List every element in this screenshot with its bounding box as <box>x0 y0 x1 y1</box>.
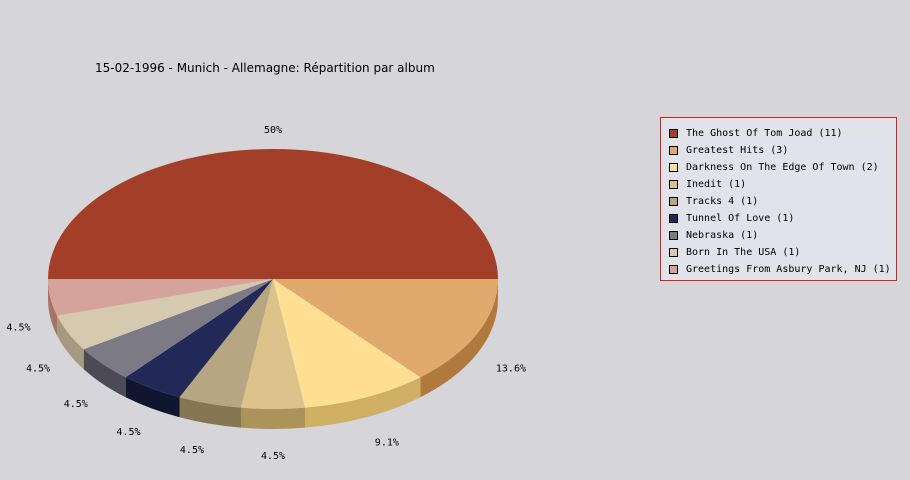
legend-label: The Ghost Of Tom Joad (11) <box>686 128 843 139</box>
pie-label-tunnel-of-love: 4.5% <box>116 427 140 438</box>
legend-swatch <box>669 248 678 257</box>
legend-label: Tracks 4 (1) <box>686 196 759 207</box>
pie-slice-tracks-4 <box>179 279 273 408</box>
pie-labels: 50% 13.6% 9.1% 4.5% 4.5% 4.5% 4.5% 4.5% 4.5% <box>6 125 526 462</box>
legend-item-darkness-on-the-edge-of-town: Darkness On The Edge Of Town (2) <box>661 159 896 176</box>
pie-side-darkness-on-the-edge-of-town <box>305 377 421 428</box>
pie-label-greetings-from-asbury-park-nj: 4.5% <box>6 322 30 333</box>
legend-label: Nebraska (1) <box>686 230 759 241</box>
pie-tops <box>48 149 498 409</box>
pie-label-darkness-on-the-edge-of-town: 9.1% <box>375 437 399 448</box>
legend-swatch <box>669 265 678 274</box>
legend-label: Darkness On The Edge Of Town (2) <box>686 162 879 173</box>
pie-label-nebraska: 4.5% <box>64 399 88 410</box>
legend-label: Greetings From Asbury Park, NJ (1) <box>686 264 891 275</box>
legend-label: Tunnel Of Love (1) <box>686 213 795 224</box>
legend-swatch <box>669 129 678 138</box>
legend-item-greetings-from-asbury-park-nj: Greetings From Asbury Park, NJ (1) <box>661 261 896 278</box>
pie-side-greatest-hits <box>420 279 498 398</box>
pie-side-tracks-4 <box>179 397 241 428</box>
pie-label-greatest-hits: 13.6% <box>496 363 526 374</box>
pie-label-tracks-4: 4.5% <box>180 445 204 456</box>
pie-side-greetings-from-asbury-park-nj <box>48 279 58 336</box>
legend-item-greatest-hits: Greatest Hits (3) <box>661 142 896 159</box>
legend: The Ghost Of Tom Joad (11) Greatest Hits … <box>660 117 897 281</box>
pie-side-inedit <box>240 407 306 429</box>
pie-slice-greetings-from-asbury-park-nj <box>48 279 273 316</box>
legend-item-tunnel-of-love: Tunnel Of Love (1) <box>661 210 896 227</box>
legend-label: Born In The USA (1) <box>686 247 801 258</box>
pie-slice-greatest-hits <box>273 279 498 378</box>
pie-slice-nebraska <box>83 279 273 378</box>
legend-label: Inedit (1) <box>686 179 747 190</box>
pie-slice-the-ghost-of-tom-joad <box>48 149 498 279</box>
legend-swatch <box>669 180 678 189</box>
pie-side-born-in-the-usa <box>57 315 84 370</box>
pie-sides <box>48 279 498 429</box>
pie-label-inedit: 4.5% <box>261 451 285 462</box>
legend-item-born-in-the-usa: Born In The USA (1) <box>661 244 896 261</box>
pie-slice-inedit <box>240 279 306 409</box>
pie-slice-born-in-the-usa <box>57 279 274 350</box>
legend-item-inedit: Inedit (1) <box>661 176 896 193</box>
pie-side-nebraska <box>83 349 126 398</box>
pie-side-tunnel-of-love <box>125 377 180 418</box>
legend-item-nebraska: Nebraska (1) <box>661 227 896 244</box>
legend-swatch <box>669 146 678 155</box>
chart-title: 15-02-1996 - Munich - Allemagne: Réparti… <box>95 61 435 75</box>
legend-item-the-ghost-of-tom-joad: The Ghost Of Tom Joad (11) <box>661 125 896 142</box>
pie-slice-darkness-on-the-edge-of-town <box>273 279 421 408</box>
legend-item-tracks-4: Tracks 4 (1) <box>661 193 896 210</box>
legend-swatch <box>669 163 678 172</box>
pie-label-the-ghost-of-tom-joad: 50% <box>264 125 282 136</box>
legend-swatch <box>669 214 678 223</box>
legend-swatch <box>669 197 678 206</box>
legend-label: Greatest Hits (3) <box>686 145 789 156</box>
legend-swatch <box>669 231 678 240</box>
pie-label-born-in-the-usa: 4.5% <box>26 363 50 374</box>
pie-slice-tunnel-of-love <box>125 279 273 398</box>
